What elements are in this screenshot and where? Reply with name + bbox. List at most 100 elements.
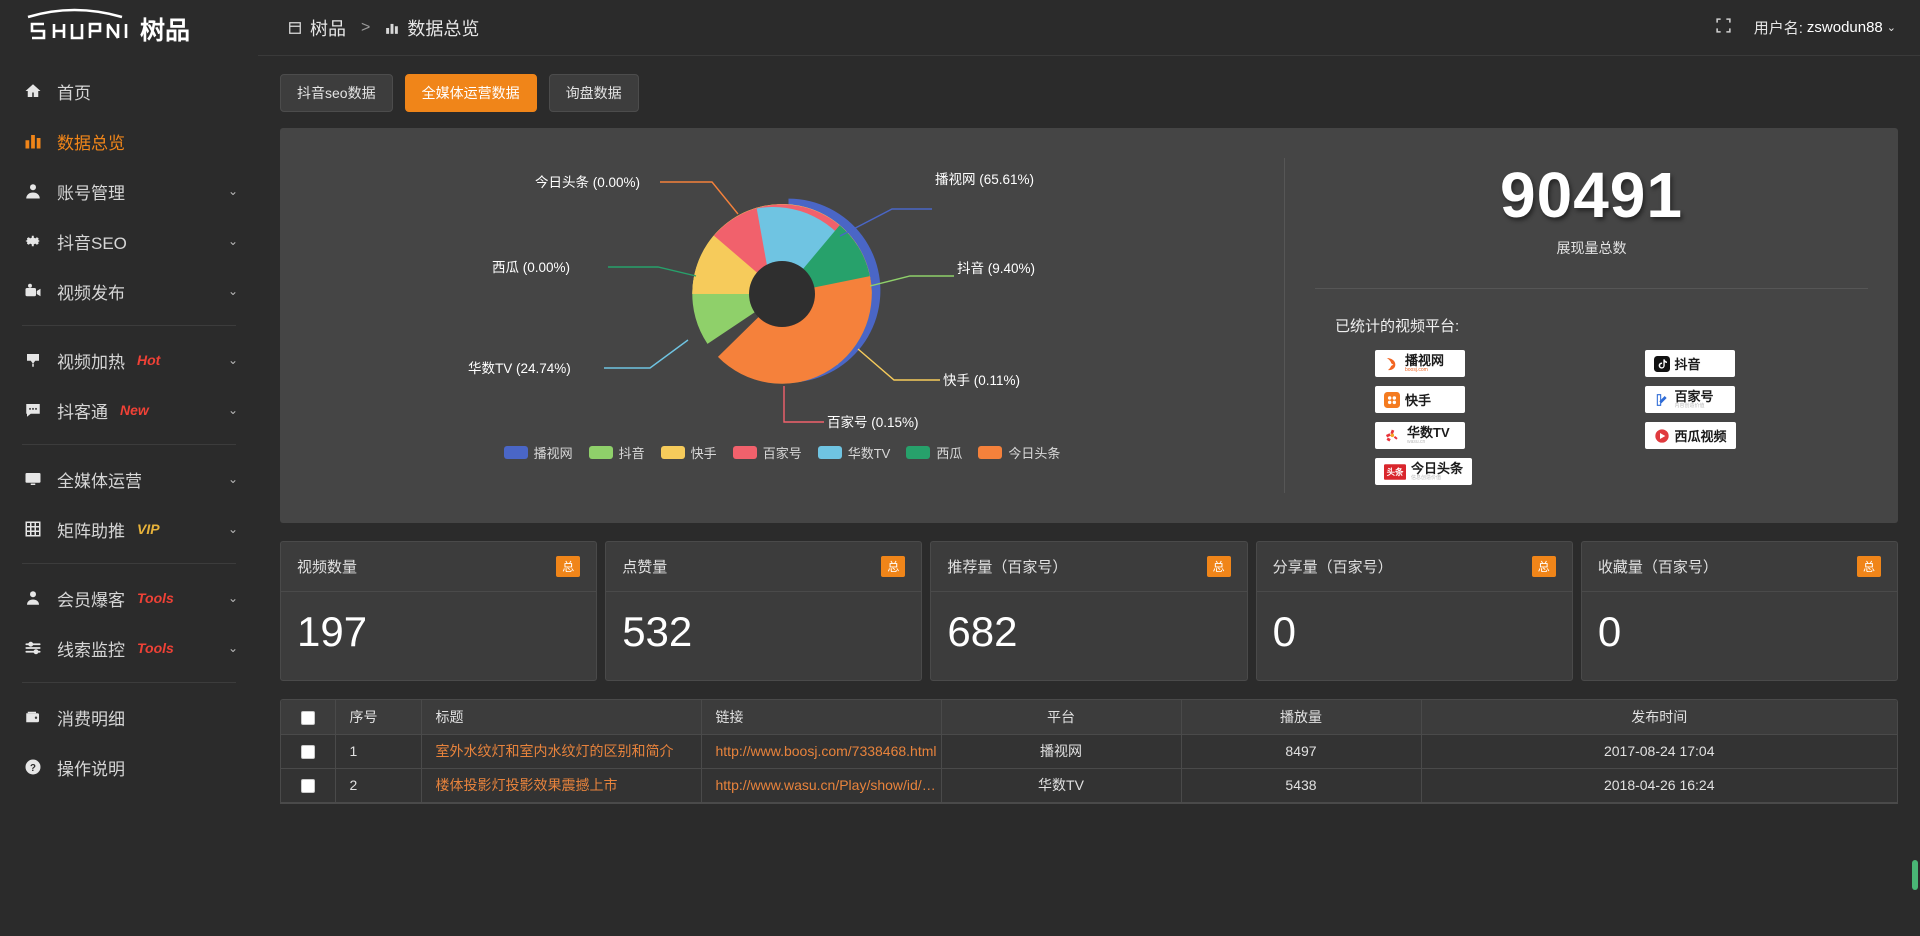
row-checkbox[interactable] (300, 779, 315, 794)
legend-label: 快手 (690, 446, 717, 461)
platform-sub: boosj.com (1405, 366, 1428, 373)
gear-icon (22, 230, 44, 252)
sidebar-item-label: 会员爆客 (57, 590, 125, 610)
boosj-logo-icon (1386, 357, 1396, 370)
sidebar: 树品 首页 数据总览 账号管理 ⌄ (0, 0, 258, 936)
sidebar-item-home[interactable]: 首页 (0, 66, 258, 116)
sidebar-item-instructions[interactable]: ? 操作说明 (0, 742, 258, 792)
tab-inquiry-data[interactable]: 询盘数据 (548, 74, 639, 112)
sidebar-item-video-boost[interactable]: 视频加热 Hot ⌄ (0, 335, 258, 385)
platform-chip-huashutv[interactable]: 华数TV wasu.cn (1375, 422, 1465, 449)
stat-card-recommendations: 推荐量（百家号） 总 682 (930, 541, 1248, 681)
sidebar-item-label: 抖音SEO (57, 233, 127, 253)
sidebar-item-label: 数据总览 (57, 133, 125, 153)
tab-omnimedia-operations[interactable]: 全媒体运营数据 (404, 74, 537, 112)
sidebar-item-label: 抖客通 (57, 402, 108, 422)
sidebar-divider (22, 444, 236, 445)
sidebar-divider (22, 563, 236, 564)
slice-toutiao-vis[interactable] (708, 276, 888, 397)
sidebar-item-omnimedia[interactable]: 全媒体运营 ⌄ (0, 454, 258, 504)
legend-item-boosj[interactable]: 播视网 (503, 443, 573, 462)
column-plays: 播放量 (1181, 700, 1422, 735)
user-menu[interactable]: 用户名: zswodun88 ⌄ (1754, 17, 1896, 38)
pie-chart-svg: 播视网 (65.61%) 抖音 (9.40%) 快手 (0.11%) 百家号 (… (468, 172, 1035, 430)
platform-chip-xigua[interactable]: 西瓜视频 (1644, 422, 1736, 449)
row-publish-time: 2017-08-24 17:04 (1421, 734, 1897, 769)
baijiahao-logo-icon (1656, 393, 1667, 406)
sidebar-item-consumption-detail[interactable]: 消费明细 (0, 692, 258, 742)
chevron-down-icon: ⌄ (227, 522, 238, 536)
video-upload-icon (22, 280, 44, 302)
member-icon (22, 587, 44, 609)
chevron-down-icon: ⌄ (227, 184, 238, 198)
total-impressions-label: 展现量总数 (1556, 240, 1627, 256)
sidebar-item-label: 视频发布 (57, 283, 125, 303)
platform-cell: 华数TV wasu.cn (1375, 422, 1575, 449)
chevron-down-icon: ⌄ (1886, 22, 1896, 34)
douyin-logo-icon (1653, 355, 1670, 372)
platform-chip-douyin[interactable]: 抖音 (1644, 350, 1735, 377)
home-icon (22, 80, 44, 102)
row-title-link[interactable]: 室外水纹灯和室内水纹灯的区别和简介 (435, 743, 674, 759)
data-table: 序号 标题 链接 平台 播放量 发布时间 (281, 700, 1897, 803)
breadcrumb-root[interactable]: 树品 (288, 15, 346, 41)
row-title-link[interactable]: 楼体投影灯投影效果震撼上市 (435, 777, 618, 793)
row-url-link[interactable]: http://www.wasu.cn/Play/show/id/952... (715, 777, 941, 793)
column-publish-time: 发布时间 (1421, 700, 1897, 735)
header-right: 用户名: zswodun88 ⌄ (1715, 17, 1896, 39)
pie-labels: 播视网 (65.61%) 抖音 (9.40%) 快手 (0.11%) 百家号 (… (468, 172, 1035, 430)
status-badge: 总 (881, 556, 906, 577)
sidebar-item-data-overview[interactable]: 数据总览 (0, 116, 258, 166)
sidebar-item-lead-monitor[interactable]: 线索监控 Tools ⌄ (0, 623, 258, 673)
platform-chip-boosj[interactable]: 播视网 boosj.com (1375, 350, 1465, 377)
brand-logo[interactable]: 树品 (0, 0, 258, 56)
sidebar-item-label: 线索监控 (57, 640, 125, 660)
legend-label: 西瓜 (936, 446, 963, 461)
stat-value: 682 (947, 608, 1018, 655)
legend-label: 今日头条 (1008, 446, 1061, 461)
legend-item-douyin[interactable]: 抖音 (588, 443, 645, 462)
sidebar-item-label: 全媒体运营 (57, 471, 142, 491)
fullscreen-icon[interactable] (1715, 17, 1732, 39)
sidebar-item-douketong[interactable]: 抖客通 New ⌄ (0, 385, 258, 435)
chart-legend: 播视网 抖音 快手 百 (280, 443, 1284, 462)
row-url-link[interactable]: http://www.boosj.com/7338468.html (715, 743, 937, 759)
platform-chip-kuaishou[interactable]: 快手 (1375, 386, 1465, 413)
monitor-icon (22, 468, 44, 490)
legend-item-baijiahao[interactable]: 百家号 (732, 443, 802, 462)
table-row[interactable]: 2 楼体投影灯投影效果震撼上市 http://www.wasu.cn/Play/… (281, 768, 1897, 803)
scrollbar-thumb[interactable] (1912, 860, 1918, 890)
chevron-down-icon: ⌄ (227, 641, 238, 655)
bar-chart-icon (385, 21, 399, 35)
sidebar-item-tag: Tools (137, 640, 174, 656)
stat-title: 点赞量 (622, 559, 668, 576)
platform-cell: 百家号 内容创造价值 (1644, 386, 1845, 413)
sidebar-item-member-boom[interactable]: 会员爆客 Tools ⌄ (0, 573, 258, 623)
legend-item-toutiao[interactable]: 今日头条 (978, 443, 1060, 462)
chat-icon (22, 399, 44, 421)
platform-chip-toutiao[interactable]: 头条 今日头条 信息创造价值 (1375, 458, 1473, 485)
legend-item-kuaishou[interactable]: 快手 (660, 443, 717, 462)
legend-item-huashutv[interactable]: 华数TV (817, 443, 890, 462)
platform-cell: 头条 今日头条 信息创造价值 (1375, 458, 1575, 485)
legend-label: 播视网 (533, 446, 573, 461)
pie-label-boosj: 播视网 (65.61%) (935, 172, 1034, 187)
pie-chart: 播视网 (65.61%) 抖音 (9.40%) 快手 (0.11%) 百家号 (… (280, 128, 1284, 468)
sidebar-item-account-manage[interactable]: 账号管理 ⌄ (0, 166, 258, 216)
xigua-logo-icon (1654, 428, 1669, 443)
stat-card-video-count: 视频数量 总 197 (280, 541, 598, 681)
platform-cell: 快手 (1375, 386, 1575, 413)
sidebar-item-video-publish[interactable]: 视频发布 ⌄ (0, 266, 258, 316)
pie-label-baijiahao: 百家号 (0.15%) (827, 414, 919, 430)
select-all-checkbox[interactable] (300, 710, 315, 725)
platform-chip-baijiahao[interactable]: 百家号 内容创造价值 (1644, 386, 1735, 413)
sidebar-item-tag: Hot (137, 352, 161, 368)
sidebar-item-douyin-seo[interactable]: 抖音SEO ⌄ (0, 216, 258, 266)
sidebar-item-matrix-boost[interactable]: 矩阵助推 VIP ⌄ (0, 504, 258, 554)
table-row[interactable]: 1 室外水纹灯和室内水纹灯的区别和简介 http://www.boosj.com… (281, 734, 1897, 769)
row-checkbox[interactable] (300, 745, 315, 760)
legend-item-xigua[interactable]: 西瓜 (906, 443, 962, 462)
platform-name: 播视网 (1405, 353, 1445, 369)
tab-douyin-seo[interactable]: 抖音seo数据 (280, 74, 393, 112)
